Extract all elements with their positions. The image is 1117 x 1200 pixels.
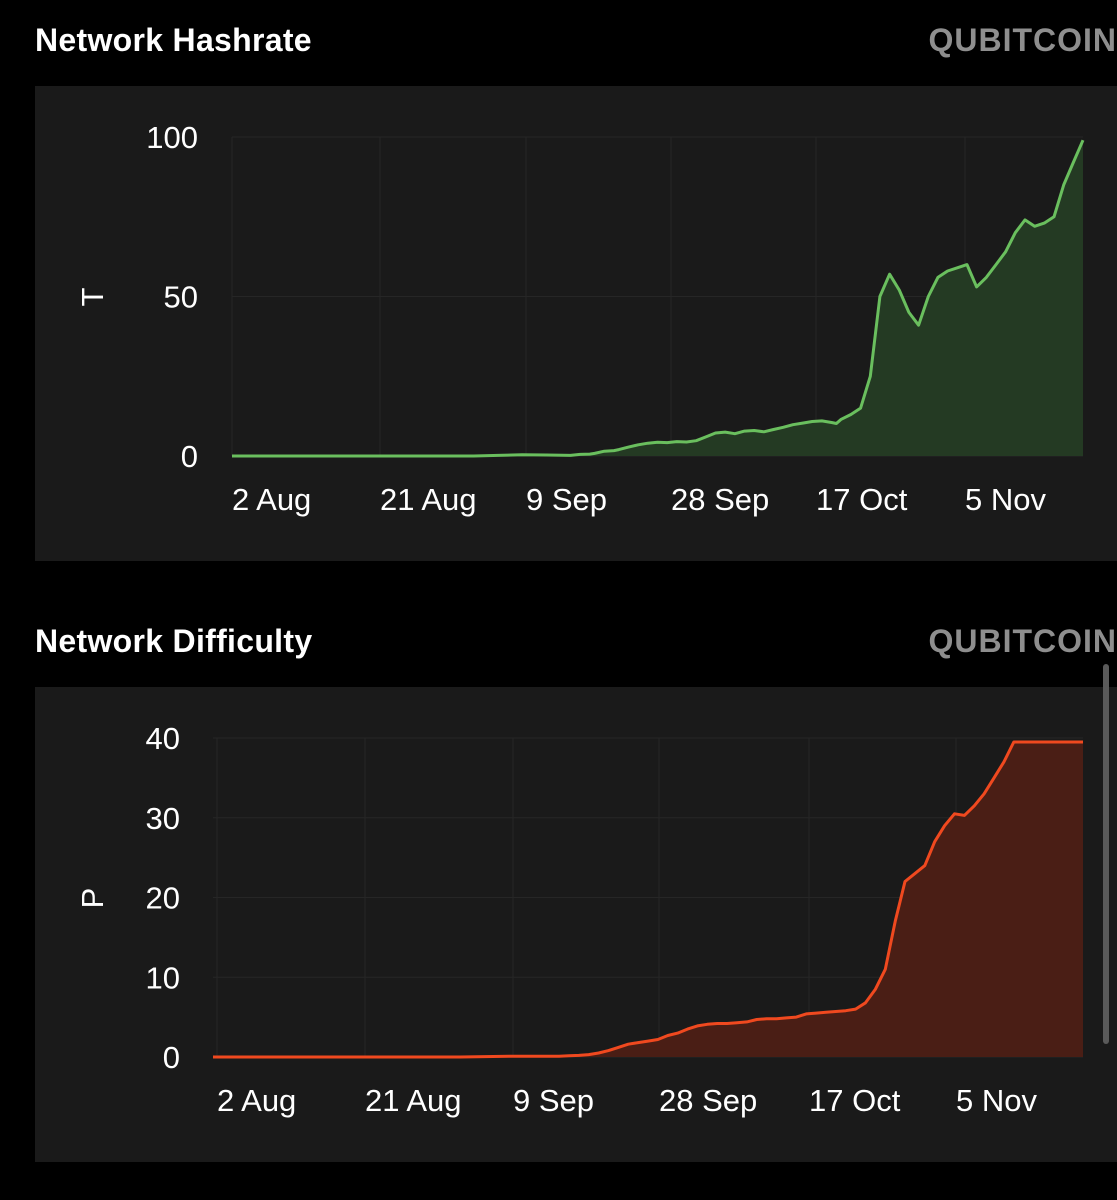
y-axis-label: T [75,287,110,306]
hashrate-chart-card: 0 50 100 T 2 Aug 21 Aug 9 Sep 28 Sep 17 Oct 5 Nov [35,86,1117,561]
hashrate-chart: 0 50 100 T 2 Aug 21 Aug 9 Sep 28 Sep 17 Oct 5 Nov [75,120,1085,517]
difficulty-chart-card: 0 10 20 30 40 P 2 Aug 21 Aug 9 Sep 28 Sep 17 Oct 5 … [35,687,1117,1162]
x-tick-label: 9 Sep [513,1083,594,1118]
brand-label: QUBITCOIN [928,22,1117,58]
hashrate-header: Network Hashrate QUBITCOIN [0,0,1117,60]
y-tick-label: 0 [163,1040,180,1075]
y-tick-label: 30 [146,801,180,836]
series-line [213,740,1083,1059]
y-tick-label: 50 [164,280,198,315]
y-tick-label: 100 [146,120,198,155]
x-tick-label: 21 Aug [380,482,477,517]
series-area [213,742,1083,1057]
x-tick-label: 28 Sep [671,482,769,517]
x-tick-label: 5 Nov [956,1083,1037,1118]
brand-label: QUBITCOIN [928,623,1117,659]
x-tick-label: 5 Nov [965,482,1046,517]
difficulty-chart: 0 10 20 30 40 P 2 Aug 21 Aug 9 Sep 28 Sep 17 Oct 5 … [75,721,1083,1118]
y-tick-label: 10 [146,960,180,995]
x-tick-label: 17 Oct [816,482,908,517]
x-tick-label: 9 Sep [526,482,607,517]
x-tick-label: 28 Sep [659,1083,757,1118]
series-area [232,140,1083,456]
y-tick-label: 20 [146,881,180,916]
y-tick-label: 40 [146,721,180,756]
x-tick-label: 2 Aug [232,482,311,517]
x-tick-label: 17 Oct [809,1083,901,1118]
difficulty-header: Network Difficulty QUBITCOIN [0,601,1117,661]
x-tick-label: 21 Aug [365,1083,462,1118]
y-tick-label: 0 [181,439,198,474]
scrollbar[interactable] [1103,664,1109,1044]
series-line [232,139,1085,458]
y-axis-label: P [75,888,110,909]
chart-title: Network Hashrate [35,22,312,58]
x-tick-label: 2 Aug [217,1083,296,1118]
chart-title: Network Difficulty [35,623,313,659]
